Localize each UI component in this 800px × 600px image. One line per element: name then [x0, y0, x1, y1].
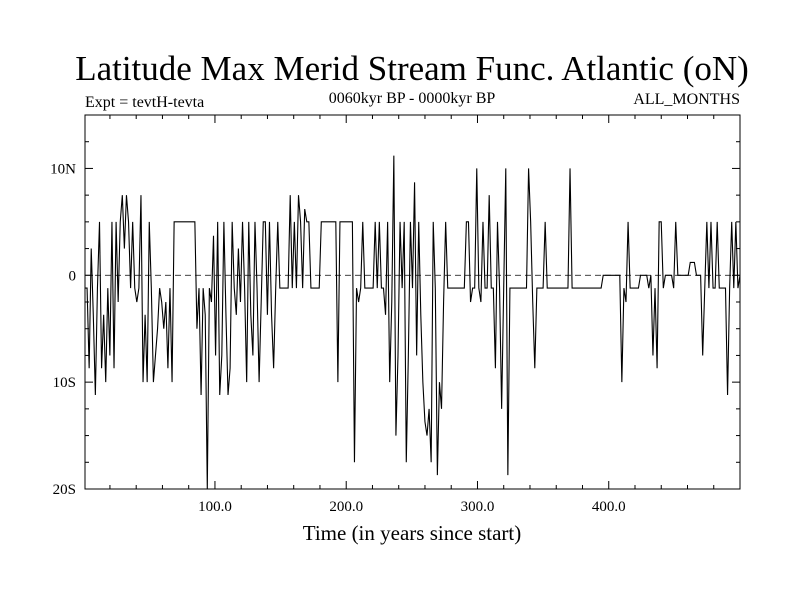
- subtitle-left: Expt = tevtH-tevta: [85, 94, 204, 111]
- series-line-0: [85, 155, 741, 490]
- subtitle-right: ALL_MONTHS: [633, 91, 740, 108]
- subtitle-center: 0060kyr BP - 0000kyr BP: [329, 90, 496, 107]
- plot-frame: [84, 114, 741, 490]
- x-tick-label: 100.0: [198, 499, 232, 515]
- x-tick-label: 200.0: [329, 499, 363, 515]
- x-axis-label: Time (in years since start): [303, 521, 522, 545]
- y-tick-label: 10N: [50, 161, 76, 177]
- chart-title: Latitude Max Merid Stream Func. Atlantic…: [75, 49, 749, 88]
- plot-area: 100.0 200.0 300.0 400.0 10N 0 10S 20S: [50, 114, 741, 515]
- y-tick-label: 20S: [53, 482, 76, 498]
- x-tick-label: 400.0: [592, 499, 626, 515]
- y-tick-label: 10S: [53, 375, 76, 391]
- y-tick-label: 0: [69, 268, 77, 284]
- x-tick-label: 300.0: [461, 499, 495, 515]
